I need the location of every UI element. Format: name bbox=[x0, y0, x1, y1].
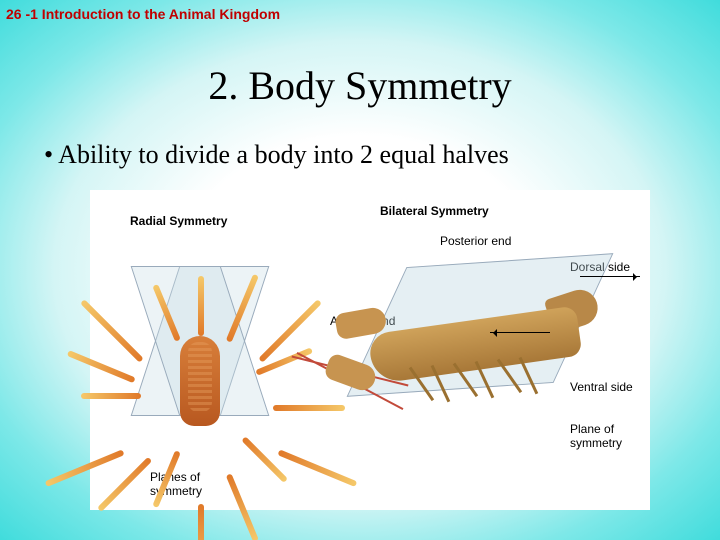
anemone-body bbox=[180, 336, 220, 426]
bilateral-diagram bbox=[320, 240, 640, 460]
anemone-tentacle bbox=[241, 436, 288, 483]
radial-diagram bbox=[110, 236, 290, 446]
anemone-tentacle bbox=[67, 350, 136, 383]
anemone-tentacle bbox=[80, 299, 144, 363]
anemone-tentacle bbox=[198, 276, 204, 336]
anemone-tentacle bbox=[97, 457, 152, 512]
radial-symmetry-label: Radial Symmetry bbox=[130, 214, 227, 228]
anemone-tentacle bbox=[258, 299, 322, 363]
slide: 26 -1 Introduction to the Animal Kingdom… bbox=[0, 0, 720, 540]
anemone-tentacle bbox=[226, 473, 259, 540]
symmetry-figure: Radial Symmetry Bilateral Symmetry Poste… bbox=[90, 190, 650, 510]
slide-header: 26 -1 Introduction to the Animal Kingdom bbox=[6, 6, 280, 22]
anemone-tentacle bbox=[198, 504, 204, 540]
anemone-tentacle bbox=[45, 449, 125, 487]
slide-title: 2. Body Symmetry bbox=[0, 62, 720, 109]
anterior-arrow bbox=[490, 332, 550, 333]
posterior-arrow bbox=[580, 276, 640, 277]
anemone-tentacle bbox=[81, 393, 141, 399]
bullet-text: • Ability to divide a body into 2 equal … bbox=[44, 140, 509, 170]
bilateral-symmetry-label: Bilateral Symmetry bbox=[380, 204, 489, 218]
